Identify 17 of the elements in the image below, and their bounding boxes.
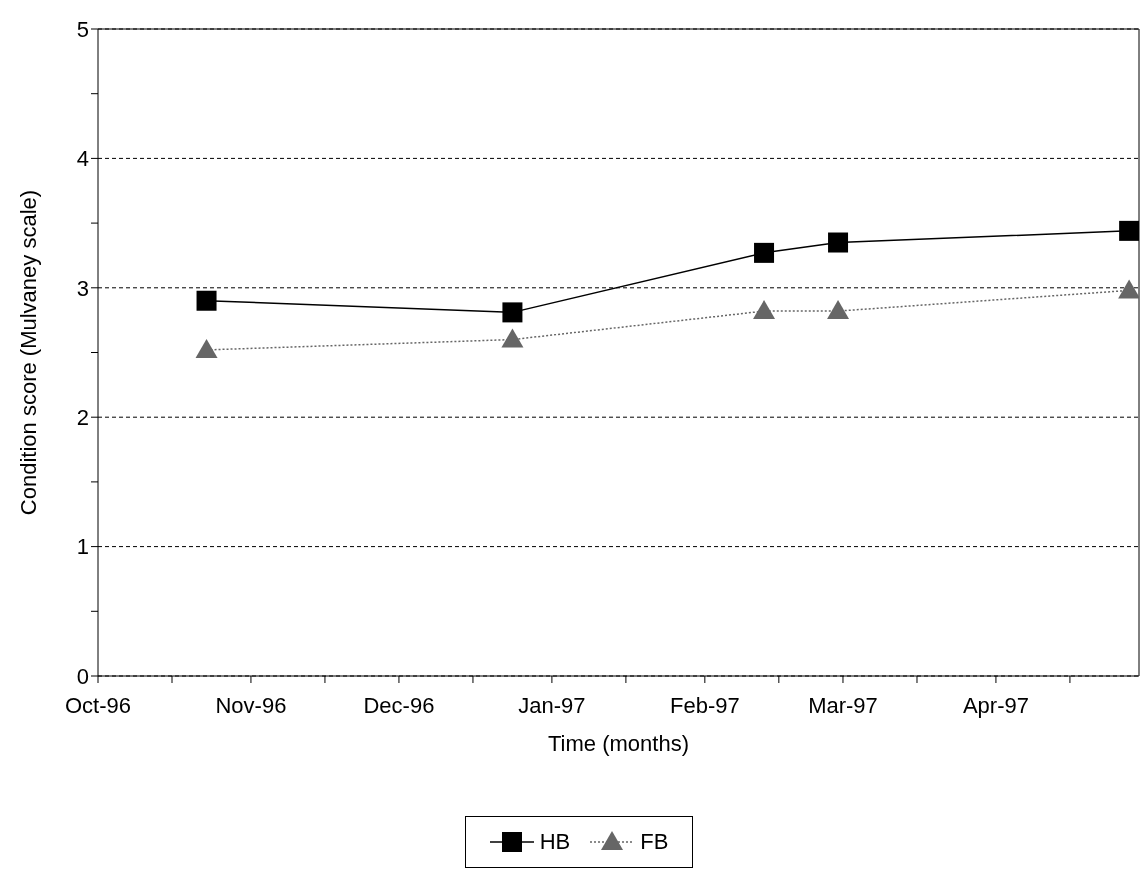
- y-tick-label: 1: [76, 534, 89, 560]
- x-tick-label: Apr-97: [962, 692, 1029, 718]
- x-tick-label: Dec-96: [363, 692, 435, 718]
- legend-label: HB: [539, 829, 571, 855]
- y-tick-label: 2: [76, 405, 89, 431]
- y-tick-label: 0: [76, 663, 89, 689]
- legend-label: FB: [640, 829, 669, 855]
- y-tick-label: 5: [76, 16, 89, 42]
- x-tick-label: Nov-96: [215, 692, 287, 718]
- x-tick-label: Mar-97: [808, 692, 878, 718]
- x-tick-label: Feb-97: [669, 692, 740, 718]
- y-axis-title: Condition score (Mulvaney scale): [15, 189, 41, 516]
- y-tick-label: 3: [76, 275, 89, 301]
- x-tick-label: Oct-96: [64, 692, 132, 718]
- x-axis-title: Time (months): [548, 731, 689, 756]
- y-tick-label: 4: [76, 146, 89, 172]
- x-tick-label: Jan-97: [518, 692, 586, 718]
